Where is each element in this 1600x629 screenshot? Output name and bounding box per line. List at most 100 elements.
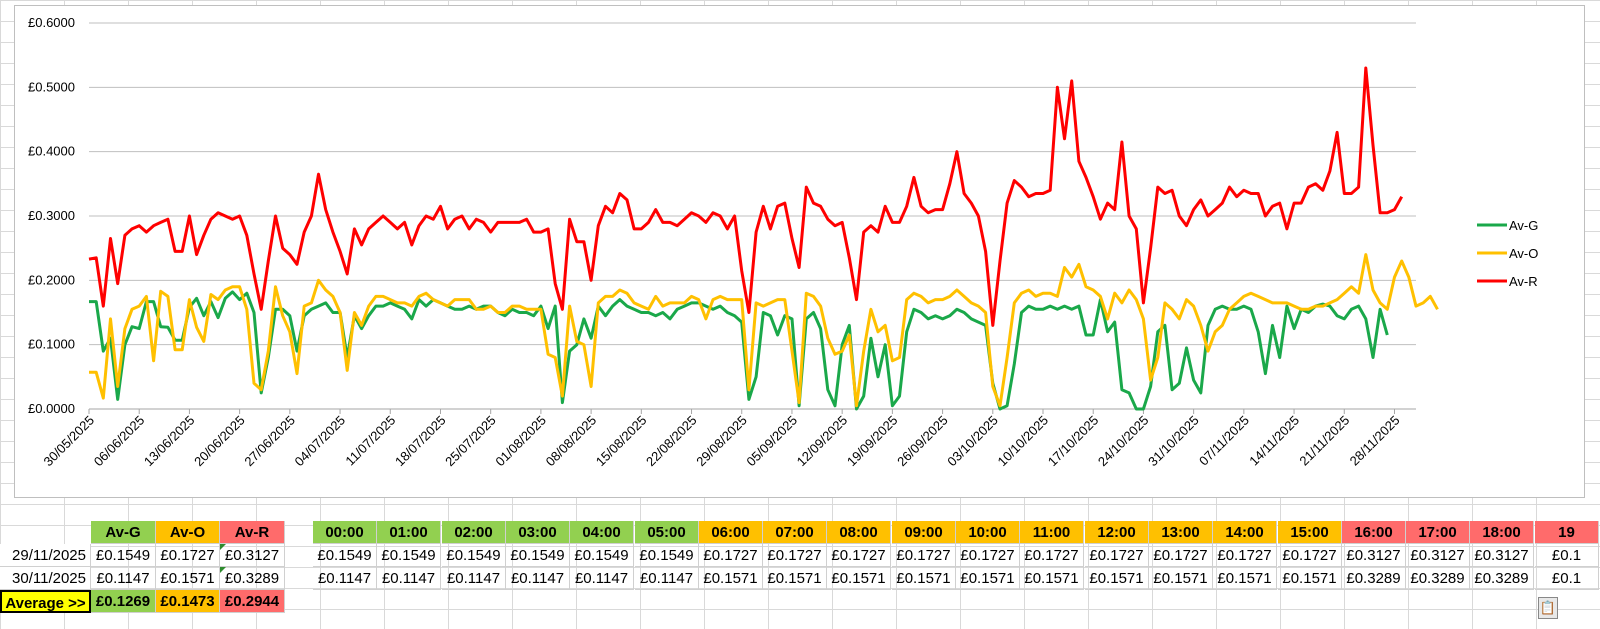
- row-av_r-cell[interactable]: £0.3289: [220, 567, 285, 590]
- hourly-value-cell[interactable]: £0.1727: [1085, 544, 1149, 567]
- hourly-value-cell[interactable]: £0.1: [1535, 544, 1599, 567]
- hourly-value-cell[interactable]: £0.3289: [1470, 567, 1534, 590]
- x-tick-label: 10/10/2025: [995, 413, 1052, 470]
- row-av_o-cell[interactable]: £0.1727: [156, 544, 220, 567]
- x-tick-label: 25/07/2025: [442, 413, 499, 470]
- line-chart: £0.0000 £0.1000 £0.2000 £0.3000 £0.4000 £0.50…: [28, 15, 1538, 470]
- hourly-value-cell[interactable]: £0.1727: [699, 544, 763, 567]
- hour-header[interactable]: 04:00: [570, 521, 634, 544]
- hour-header[interactable]: 10:00: [956, 521, 1020, 544]
- x-tick-label: 26/09/2025: [894, 413, 951, 470]
- hourly-value-cell[interactable]: £0.1147: [313, 567, 377, 590]
- hourly-value-cell[interactable]: £0.1147: [442, 567, 506, 590]
- hour-header[interactable]: 15:00: [1278, 521, 1342, 544]
- hour-header[interactable]: 11:00: [1020, 521, 1084, 544]
- series-line-av-g: [89, 290, 1389, 411]
- hourly-value-cell[interactable]: £0.1549: [635, 544, 699, 567]
- hourly-value-cell[interactable]: £0.1727: [763, 544, 827, 567]
- average-label: Average >>: [0, 590, 91, 613]
- y-tick-label: £0.5000: [28, 79, 75, 94]
- x-tick-label: 17/10/2025: [1045, 413, 1102, 470]
- row-av_r-cell[interactable]: £0.3127: [220, 544, 285, 567]
- hourly-value-cell[interactable]: £0.1549: [313, 544, 377, 567]
- hourly-value-cell[interactable]: £0.1571: [1149, 567, 1213, 590]
- hour-header[interactable]: 17:00: [1406, 521, 1470, 544]
- x-tick-label: 08/08/2025: [543, 413, 600, 470]
- hour-header[interactable]: 03:00: [506, 521, 570, 544]
- hour-header[interactable]: 07:00: [763, 521, 827, 544]
- hour-header[interactable]: 08:00: [827, 521, 891, 544]
- hour-header[interactable]: 13:00: [1149, 521, 1213, 544]
- y-tick-label: £0.1000: [28, 337, 75, 352]
- x-tick-label: 21/11/2025: [1296, 413, 1352, 469]
- header-av_g[interactable]: Av-G: [91, 521, 156, 544]
- chart-area[interactable]: £0.0000 £0.1000 £0.2000 £0.3000 £0.4000 £0.50…: [14, 5, 1585, 498]
- x-tick-label: 18/07/2025: [392, 413, 449, 470]
- row-av_g-cell[interactable]: £0.1147: [91, 567, 156, 590]
- x-tick-label: 11/07/2025: [342, 413, 398, 469]
- hourly-value-cell[interactable]: £0.1549: [570, 544, 634, 567]
- hourly-value-cell[interactable]: £0.1571: [956, 567, 1020, 590]
- hour-header[interactable]: 09:00: [892, 521, 956, 544]
- hourly-value-cell[interactable]: £0.1571: [1278, 567, 1342, 590]
- y-tick-label: £0.2000: [28, 272, 75, 287]
- row-av_g-cell[interactable]: £0.1549: [91, 544, 156, 567]
- hour-header[interactable]: 16:00: [1342, 521, 1406, 544]
- hourly-value-cell[interactable]: £0.3127: [1342, 544, 1406, 567]
- header-av_o[interactable]: Av-O: [156, 521, 220, 544]
- hourly-value-cell[interactable]: £0.1727: [956, 544, 1020, 567]
- hourly-value-cell[interactable]: £0.1571: [1085, 567, 1149, 590]
- hourly-value-cell[interactable]: £0.1549: [377, 544, 441, 567]
- hourly-value-cell[interactable]: £0.1571: [892, 567, 956, 590]
- hourly-value-cell[interactable]: £0.1571: [1020, 567, 1084, 590]
- hour-header[interactable]: 14:00: [1213, 521, 1277, 544]
- x-tick-label: 05/09/2025: [743, 413, 800, 470]
- x-tick-label: 06/06/2025: [91, 413, 148, 470]
- average-av_o[interactable]: £0.1473: [156, 590, 220, 613]
- hour-header[interactable]: 06:00: [699, 521, 763, 544]
- x-tick-label: 30/05/2025: [40, 413, 97, 470]
- hourly-value-cell[interactable]: £0.3127: [1470, 544, 1534, 567]
- hourly-value-cell[interactable]: £0.1: [1535, 567, 1599, 590]
- hourly-value-cell[interactable]: £0.1147: [506, 567, 570, 590]
- average-av_r[interactable]: £0.2944: [220, 590, 285, 613]
- row-date[interactable]: 30/11/2025: [0, 567, 91, 590]
- hourly-value-cell[interactable]: £0.1727: [827, 544, 891, 567]
- y-tick-label: £0.6000: [28, 15, 75, 30]
- hourly-value-cell[interactable]: £0.1147: [635, 567, 699, 590]
- hour-header[interactable]: 05:00: [635, 521, 699, 544]
- x-tick-label: 01/08/2025: [492, 413, 549, 470]
- hourly-value-cell[interactable]: £0.1571: [827, 567, 891, 590]
- hourly-value-cell[interactable]: £0.1549: [442, 544, 506, 567]
- hourly-value-cell[interactable]: £0.1571: [699, 567, 763, 590]
- hourly-value-cell[interactable]: £0.1147: [570, 567, 634, 590]
- hourly-value-cell[interactable]: £0.1571: [763, 567, 827, 590]
- x-tick-label: 15/08/2025: [593, 413, 650, 470]
- hourly-value-cell[interactable]: £0.1147: [377, 567, 441, 590]
- hour-header[interactable]: 00:00: [313, 521, 377, 544]
- row-date[interactable]: 29/11/2025: [0, 544, 91, 567]
- hourly-value-cell[interactable]: £0.3289: [1406, 567, 1470, 590]
- header-av_r[interactable]: Av-R: [220, 521, 285, 544]
- hourly-value-cell[interactable]: £0.1727: [892, 544, 956, 567]
- x-tick-label: 07/11/2025: [1196, 413, 1252, 469]
- hourly-value-cell[interactable]: £0.1571: [1213, 567, 1277, 590]
- hourly-value-cell[interactable]: £0.1727: [1149, 544, 1213, 567]
- hourly-value-cell[interactable]: £0.1727: [1020, 544, 1084, 567]
- hour-header[interactable]: 02:00: [442, 521, 506, 544]
- hour-header[interactable]: 12:00: [1085, 521, 1149, 544]
- hourly-value-cell[interactable]: £0.3127: [1406, 544, 1470, 567]
- hourly-value-cell[interactable]: £0.1727: [1278, 544, 1342, 567]
- hour-header[interactable]: 01:00: [377, 521, 441, 544]
- hourly-value-cell[interactable]: £0.3289: [1342, 567, 1406, 590]
- average-av_g[interactable]: £0.1269: [91, 590, 156, 613]
- series-line-av-r: [88, 66, 1404, 327]
- hour-header[interactable]: 19: [1535, 521, 1599, 544]
- hourly-value-cell[interactable]: £0.1727: [1213, 544, 1277, 567]
- row-av_o-cell[interactable]: £0.1571: [156, 567, 220, 590]
- series-line-av-o: [89, 253, 1439, 408]
- paste-options-icon[interactable]: 📋: [1538, 597, 1558, 619]
- data-table: Av-G Av-O Av-R 00:00 01:00 02:00 03:00 04:00 05:…: [0, 519, 1600, 629]
- hourly-value-cell[interactable]: £0.1549: [506, 544, 570, 567]
- hour-header[interactable]: 18:00: [1470, 521, 1534, 544]
